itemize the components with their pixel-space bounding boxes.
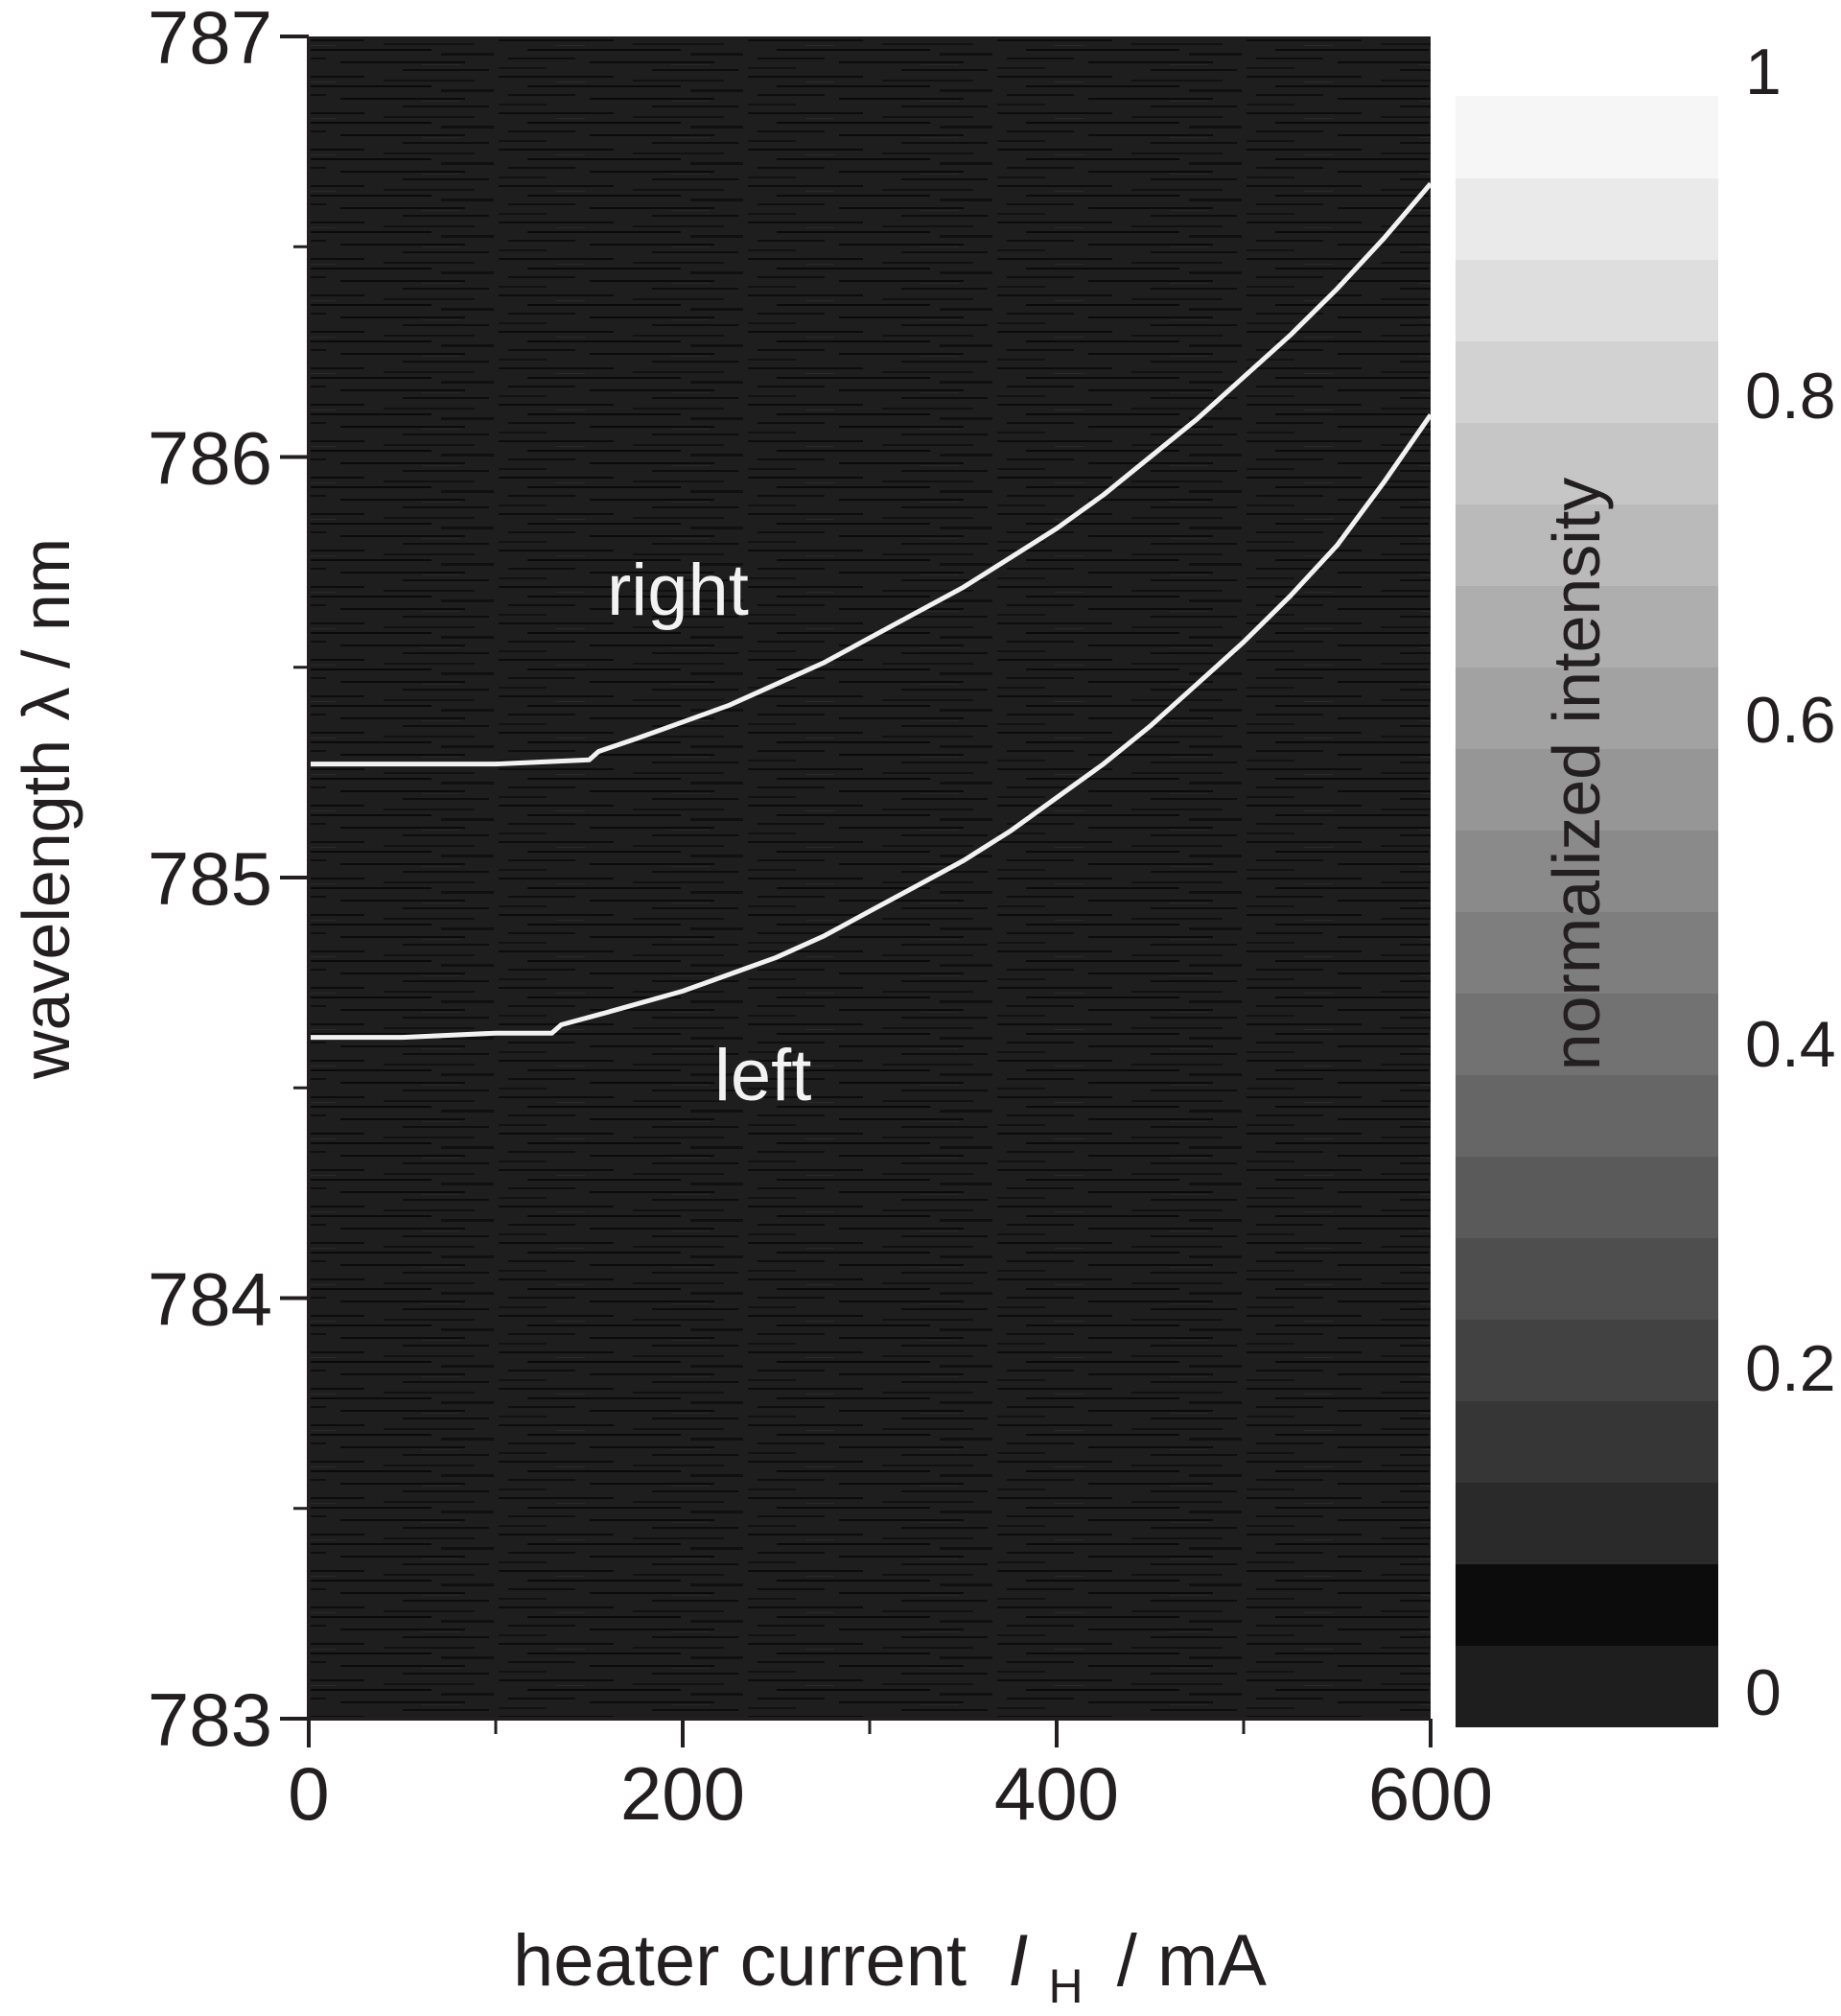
colorbar-step: [1456, 1482, 1718, 1564]
colorbar-gradient: [1456, 96, 1718, 1727]
axes: 783 784 785 786 787 0 200 400 600: [148, 0, 1493, 1836]
annotation-left: left: [714, 1035, 811, 1116]
colorbar-tick-label: 0.6: [1745, 684, 1836, 757]
spectral-lines: [309, 181, 1433, 1041]
y-axis-label: wavelength λ / nm: [9, 538, 83, 1080]
series-line-left: [309, 413, 1433, 1041]
colorbar-step: [1456, 177, 1718, 260]
colorbar-label: normalized intensity: [1539, 478, 1614, 1071]
y-tick-label: 787: [148, 0, 272, 80]
colorbar-step: [1456, 1400, 1718, 1483]
colorbar-tick-labels: 0 0.2 0.4 0.6 0.8 1: [1745, 35, 1836, 1729]
colorbar-step: [1456, 422, 1718, 504]
x-axis-label-unit: / mA: [1117, 1920, 1268, 2002]
series-line-right: [309, 181, 1433, 767]
x-tick-label: 200: [620, 1751, 745, 1836]
x-tick-label: 400: [994, 1751, 1119, 1836]
colorbar: 0 0.2 0.4 0.6 0.8 1 normalized intensity: [1456, 35, 1836, 1729]
y-tick-label: 786: [148, 416, 272, 501]
colorbar-step: [1456, 1319, 1718, 1401]
x-tick-label: 0: [288, 1751, 329, 1836]
x-tick-label: 600: [1368, 1751, 1493, 1836]
colorbar-step: [1456, 911, 1718, 994]
colorbar-step: [1456, 993, 1718, 1075]
colorbar-step: [1456, 830, 1718, 912]
colorbar-tick-label: 0.8: [1745, 360, 1836, 433]
colorbar-step: [1456, 1156, 1718, 1238]
colorbar-step: [1456, 340, 1718, 423]
colorbar-step: [1456, 504, 1718, 586]
colorbar-step: [1456, 96, 1718, 178]
colorbar-step: [1456, 1563, 1718, 1646]
colorbar-step: [1456, 1237, 1718, 1320]
colorbar-step: [1456, 1074, 1718, 1157]
colorbar-tick-label: 0.4: [1745, 1008, 1836, 1081]
x-axis-label: heater current I H / mA: [513, 1920, 1267, 2016]
y-tick-label: 783: [148, 1677, 272, 1762]
x-axis-ticks: 0 200 400 600: [288, 1719, 1493, 1836]
x-axis-label-subscript: H: [1049, 1959, 1084, 2013]
colorbar-step: [1456, 748, 1718, 831]
colorbar-tick-label: 1: [1745, 35, 1782, 108]
heatmap-background: [309, 36, 1431, 1719]
x-axis-label-text: heater current: [513, 1920, 967, 2002]
colorbar-step: [1456, 585, 1718, 668]
colorbar-tick-label: 0: [1745, 1656, 1782, 1729]
plot-area: right left: [309, 36, 1433, 1719]
annotation-right: right: [607, 550, 749, 631]
colorbar-step: [1456, 259, 1718, 341]
y-axis-ticks: 783 784 785 786 787: [148, 0, 309, 1762]
colorbar-step: [1456, 667, 1718, 749]
x-axis-label-symbol: I: [1008, 1920, 1028, 2002]
y-tick-label: 784: [148, 1257, 272, 1342]
colorbar-step: [1456, 1645, 1718, 1727]
colorbar-tick-label: 0.2: [1745, 1332, 1836, 1405]
y-tick-label: 785: [148, 836, 272, 921]
